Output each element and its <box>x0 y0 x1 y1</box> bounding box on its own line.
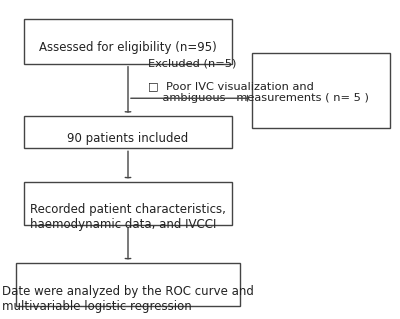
Text: Excluded (n=5)

□  Poor IVC visualization and
    ambiguous   measurements ( n= : Excluded (n=5) □ Poor IVC visualization … <box>148 58 368 103</box>
Text: Recorded patient characteristics,
haemodynamic data, and IVCCI: Recorded patient characteristics, haemod… <box>30 203 226 231</box>
FancyBboxPatch shape <box>24 182 232 225</box>
FancyBboxPatch shape <box>24 19 232 64</box>
Text: Date were analyzed by the ROC curve and
multivariable logistic regression: Date were analyzed by the ROC curve and … <box>2 285 254 313</box>
FancyBboxPatch shape <box>24 116 232 148</box>
FancyBboxPatch shape <box>16 263 240 306</box>
FancyBboxPatch shape <box>252 53 390 128</box>
Text: Assessed for eligibility (n=95): Assessed for eligibility (n=95) <box>39 41 217 55</box>
Text: 90 patients included: 90 patients included <box>67 132 189 145</box>
